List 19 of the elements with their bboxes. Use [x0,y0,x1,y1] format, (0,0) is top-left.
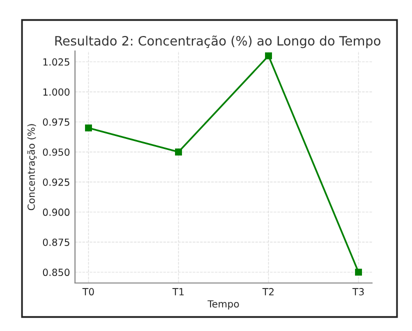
y-tick-label: 0.975 [42,118,70,126]
y-tick-label: 0.900 [42,208,70,216]
chart-title: Resultado 2: Concentração (%) ao Longo do Tempo [55,36,380,48]
x-axis-title: Tempo [208,300,239,310]
y-tick-label: 0.850 [42,268,70,276]
point [265,52,272,60]
y-tick-label: 1.025 [43,58,70,66]
point [175,148,182,156]
point [85,124,92,132]
x-tick-label: T3 [352,288,364,296]
x-tick-label: T1 [172,288,184,296]
point [355,268,362,276]
y-tick-label: 1.000 [43,88,70,96]
y-tick-label: 0.950 [42,148,70,156]
y-tick-label: 0.925 [42,178,70,186]
y-axis-title: Concentração (%) [27,124,37,210]
x-tick-label: T0 [82,288,94,296]
x-tick-label: T2 [262,288,274,296]
y-tick-label: 0.875 [42,238,70,246]
